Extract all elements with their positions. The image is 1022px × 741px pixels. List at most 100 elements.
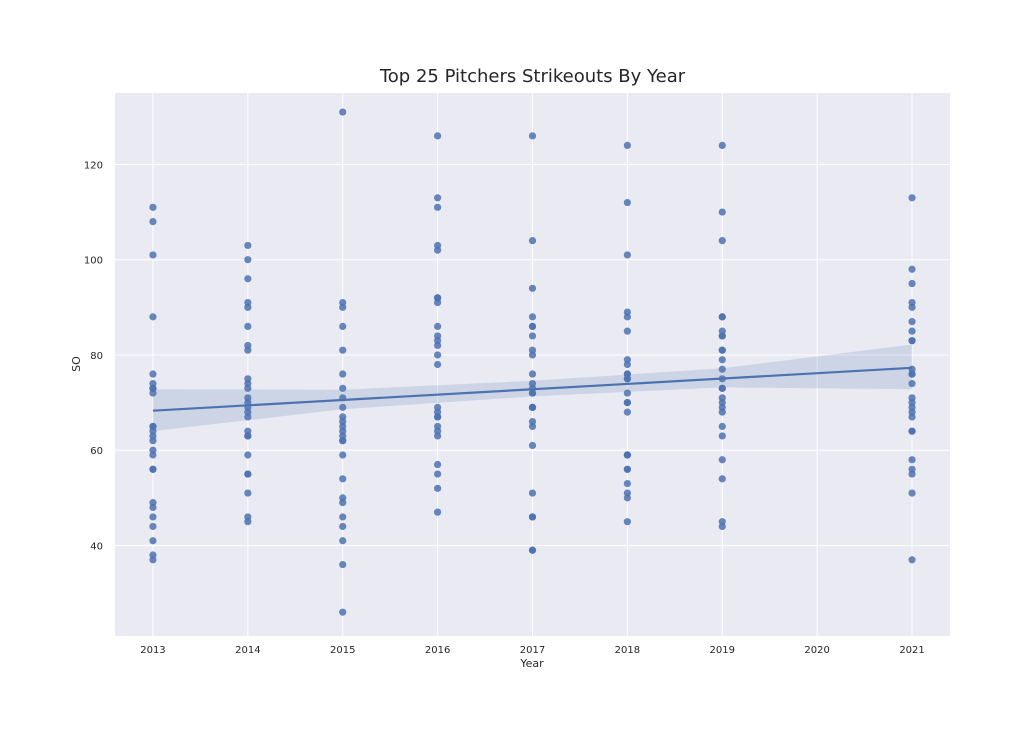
data-point [339, 522, 347, 531]
data-point [623, 399, 631, 407]
data-point [339, 475, 347, 483]
data-point [908, 379, 916, 388]
data-point [528, 422, 537, 431]
x-tick-label: 2015 [330, 645, 355, 656]
data-point [339, 560, 347, 569]
data-point [339, 437, 347, 445]
tick-labels: 2013 2014 2015 2016 2017 2018 2019 2020 2021 40 60… [84, 160, 925, 656]
data-point [528, 313, 537, 321]
data-point [908, 489, 916, 497]
data-point [623, 451, 631, 459]
data-point [528, 284, 537, 292]
y-tick-label: 40 [90, 542, 103, 553]
data-point [434, 194, 442, 202]
data-point [149, 537, 157, 545]
x-axis-label: Year [519, 657, 544, 670]
data-point [149, 451, 157, 459]
data-point [149, 218, 157, 226]
data-points [149, 108, 916, 616]
data-point [908, 370, 916, 378]
data-point [908, 413, 916, 421]
data-point [339, 451, 347, 459]
data-point [339, 322, 347, 330]
data-point [434, 132, 442, 140]
data-point [434, 203, 442, 211]
data-point [339, 403, 347, 411]
data-point [528, 389, 537, 397]
data-point [908, 337, 916, 345]
data-point [434, 508, 442, 516]
data-point [244, 322, 252, 330]
data-point [718, 237, 726, 245]
x-tick-label: 2020 [804, 645, 829, 656]
regression-line-layer [152, 366, 913, 412]
data-point [149, 556, 157, 564]
data-point [718, 384, 726, 392]
data-point [623, 408, 631, 416]
data-point [434, 341, 442, 350]
data-point [908, 265, 916, 273]
data-point [339, 346, 347, 354]
y-axis-label: SO [70, 356, 83, 372]
data-point [339, 513, 347, 521]
data-point [908, 470, 916, 478]
data-point [908, 556, 916, 564]
data-point [908, 427, 916, 435]
data-point [718, 522, 726, 531]
data-point [718, 208, 726, 216]
data-point [528, 489, 537, 497]
data-point [908, 327, 916, 335]
data-point [623, 389, 631, 397]
data-point [528, 441, 537, 450]
data-point [434, 322, 442, 330]
data-point [244, 303, 252, 311]
data-point [718, 432, 726, 440]
data-point [908, 456, 916, 464]
data-point [434, 360, 442, 369]
y-tick-label: 120 [84, 160, 103, 171]
data-point [149, 522, 157, 531]
data-point [623, 370, 631, 378]
data-point [149, 251, 157, 259]
data-point [908, 403, 916, 411]
data-point [528, 403, 537, 411]
data-point [339, 537, 347, 545]
data-point [434, 294, 442, 302]
data-point [149, 422, 157, 431]
data-point [718, 422, 726, 431]
data-point [434, 427, 442, 435]
data-point [528, 370, 537, 378]
chart-title: Top 25 Pitchers Strikeouts By Year [379, 66, 686, 87]
data-point [149, 503, 157, 511]
data-point [434, 351, 442, 359]
data-point [908, 279, 916, 288]
data-point [528, 546, 537, 554]
data-point [434, 484, 442, 492]
regression-line [152, 366, 913, 412]
data-point [339, 370, 347, 378]
data-point [434, 460, 442, 469]
y-tick-label: 80 [90, 351, 103, 362]
data-point [623, 198, 631, 207]
data-point [718, 365, 726, 373]
data-point [623, 518, 631, 526]
data-point [149, 370, 157, 378]
data-point [244, 432, 252, 440]
data-point [908, 318, 916, 326]
data-point [623, 360, 631, 369]
data-point [434, 413, 442, 421]
data-point [339, 108, 347, 116]
data-point [623, 494, 631, 502]
y-tick-label: 100 [84, 256, 103, 267]
data-point [339, 499, 347, 507]
data-point [623, 479, 631, 488]
data-point [339, 303, 347, 311]
data-point [244, 413, 252, 421]
data-point [434, 470, 442, 478]
data-point [434, 246, 442, 254]
data-point [244, 384, 252, 392]
data-point [718, 475, 726, 483]
data-point [623, 251, 631, 259]
data-point [623, 327, 631, 335]
